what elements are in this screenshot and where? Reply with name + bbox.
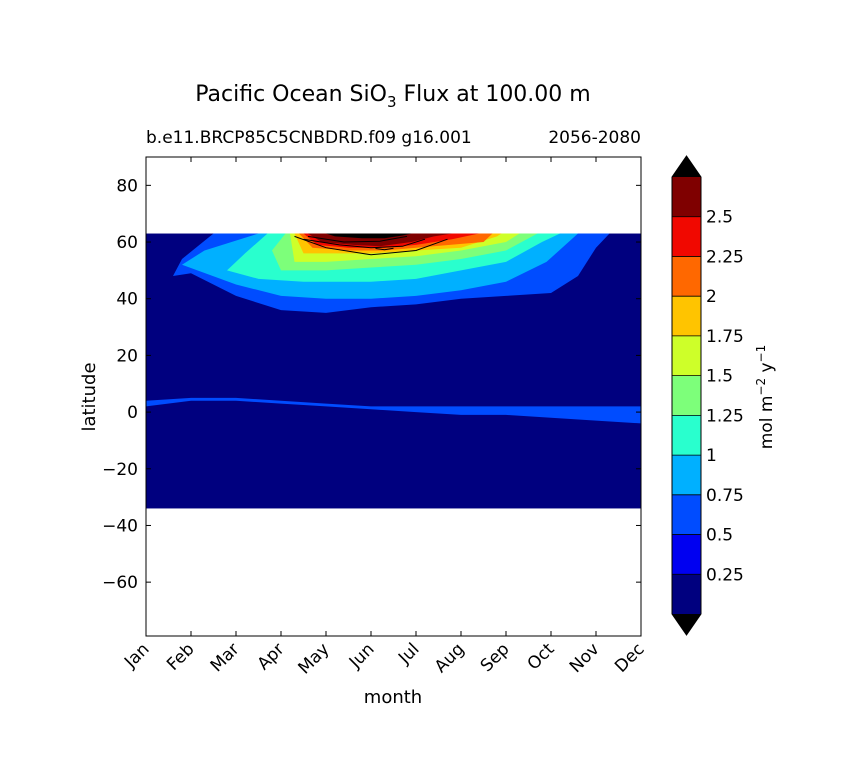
- y-tick-label: −40: [102, 516, 138, 536]
- x-tick-label: Mar: [207, 639, 244, 676]
- colorbar-tick-label: 2: [706, 287, 717, 307]
- contour-line-3: [375, 247, 394, 251]
- x-tick-label: May: [295, 639, 334, 678]
- contour-band-0: [146, 397, 641, 424]
- colorbar-tick-label: 2.5: [706, 208, 733, 228]
- colorbar-segment: [672, 335, 701, 376]
- colorbar-tick-label: 1.75: [706, 327, 744, 347]
- x-tick-label: Apr: [254, 639, 289, 674]
- colorbar-tick-label: 1.25: [706, 406, 744, 426]
- chart-subtitle-left: b.e11.BRCP85C5CNBDRD.f09 g16.001: [146, 128, 472, 148]
- contour-lines: [294, 235, 448, 256]
- colorbar-segment: [672, 177, 701, 217]
- colorbar-segment: [672, 415, 701, 456]
- colorbar-segment: [672, 574, 701, 614]
- colorbar-outline: [671, 155, 702, 636]
- plot-frame: [145, 156, 642, 637]
- y-tick-label: 20: [116, 346, 138, 366]
- colorbar-label: mol m−2 y−1: [754, 345, 777, 450]
- colorbar-segment: [672, 494, 701, 535]
- x-axis-label: month: [364, 687, 422, 708]
- x-tick-label: Aug: [431, 639, 469, 677]
- x-tick-label: Jul: [394, 639, 423, 668]
- colorbar-segment: [672, 216, 701, 257]
- contour-line-1: [303, 238, 426, 249]
- colorbar-segment: [672, 296, 701, 336]
- colorbar-tick-label: 1: [706, 446, 717, 466]
- chart-subtitle-right: 2056-2080: [548, 128, 641, 148]
- colorbar-segment: [672, 375, 701, 416]
- colorbar-over-arrow: [672, 156, 701, 177]
- y-tick-label: −60: [102, 573, 138, 593]
- colorbar: 0.25 0.5 0.75 1 1.25 1.5 1.75 2 2.25 2.5: [671, 155, 744, 636]
- x-tick-label: Feb: [163, 639, 198, 674]
- colorbar-segment: [672, 534, 701, 575]
- plot-area: Jan Feb Mar Apr May Jun Jul Aug Sep Oct Nov Dec 80 6…: [102, 156, 649, 678]
- y-tick-label: 60: [116, 233, 138, 253]
- colorbar-tick-label: 2.25: [706, 247, 744, 267]
- y-axis-ticks: 80 60 40 20 0 −20 −40 −60: [102, 176, 641, 593]
- x-tick-label: Jun: [345, 639, 379, 673]
- colorbar-under-arrow: [672, 614, 701, 635]
- contour-band-11: [326, 233, 412, 239]
- x-tick-label: Sep: [477, 639, 514, 676]
- colorbar-tick-label: 1.5: [706, 367, 733, 387]
- contour-fills: [146, 233, 641, 509]
- y-tick-label: −20: [102, 460, 138, 480]
- colorbar-tick-label: 0.75: [706, 486, 744, 506]
- x-tick-label: Nov: [566, 639, 604, 677]
- y-tick-label: 40: [116, 290, 138, 310]
- colorbar-tick-label: 0.5: [706, 526, 733, 546]
- y-tick-label: 80: [116, 176, 138, 196]
- colorbar-segment: [672, 256, 701, 297]
- x-tick-label: Jan: [120, 639, 153, 672]
- y-axis-label: latitude: [79, 362, 100, 431]
- x-tick-label: Oct: [524, 639, 559, 674]
- x-tick-label: Dec: [611, 639, 648, 676]
- contour-line-2: [307, 235, 408, 243]
- y-tick-label: 0: [127, 403, 138, 423]
- contour-line-0: [294, 235, 448, 256]
- colorbar-tick-label: 0.25: [706, 565, 744, 585]
- colorbar-segment: [672, 455, 701, 495]
- chart-title: Pacific Ocean SiO3 Flux at 100.00 m: [195, 82, 590, 111]
